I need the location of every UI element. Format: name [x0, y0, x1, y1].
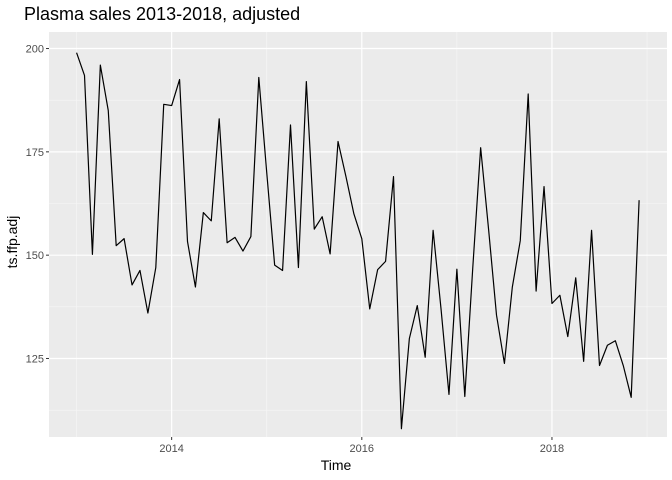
x-tick-label: 2014	[159, 443, 183, 455]
y-tick-label: 200	[26, 44, 44, 56]
y-axis-title: ts.ffp.adj	[4, 215, 20, 269]
y-tick-label: 150	[26, 250, 44, 262]
x-tick-label: 2016	[350, 443, 374, 455]
x-axis-title: Time	[320, 457, 352, 473]
y-axis: 125 150 175 200	[26, 44, 49, 365]
plot-panel	[49, 32, 667, 437]
series-line	[76, 52, 640, 430]
series-layer	[76, 52, 640, 430]
chart-title: Plasma sales 2013-2018, adjusted	[24, 4, 301, 24]
y-tick-label: 125	[26, 353, 44, 365]
y-tick-label: 175	[26, 147, 44, 159]
minor-grid	[49, 32, 667, 437]
x-tick-label: 2018	[540, 443, 564, 455]
major-grid	[49, 32, 667, 437]
x-axis: 2014 2016 2018	[159, 437, 564, 455]
